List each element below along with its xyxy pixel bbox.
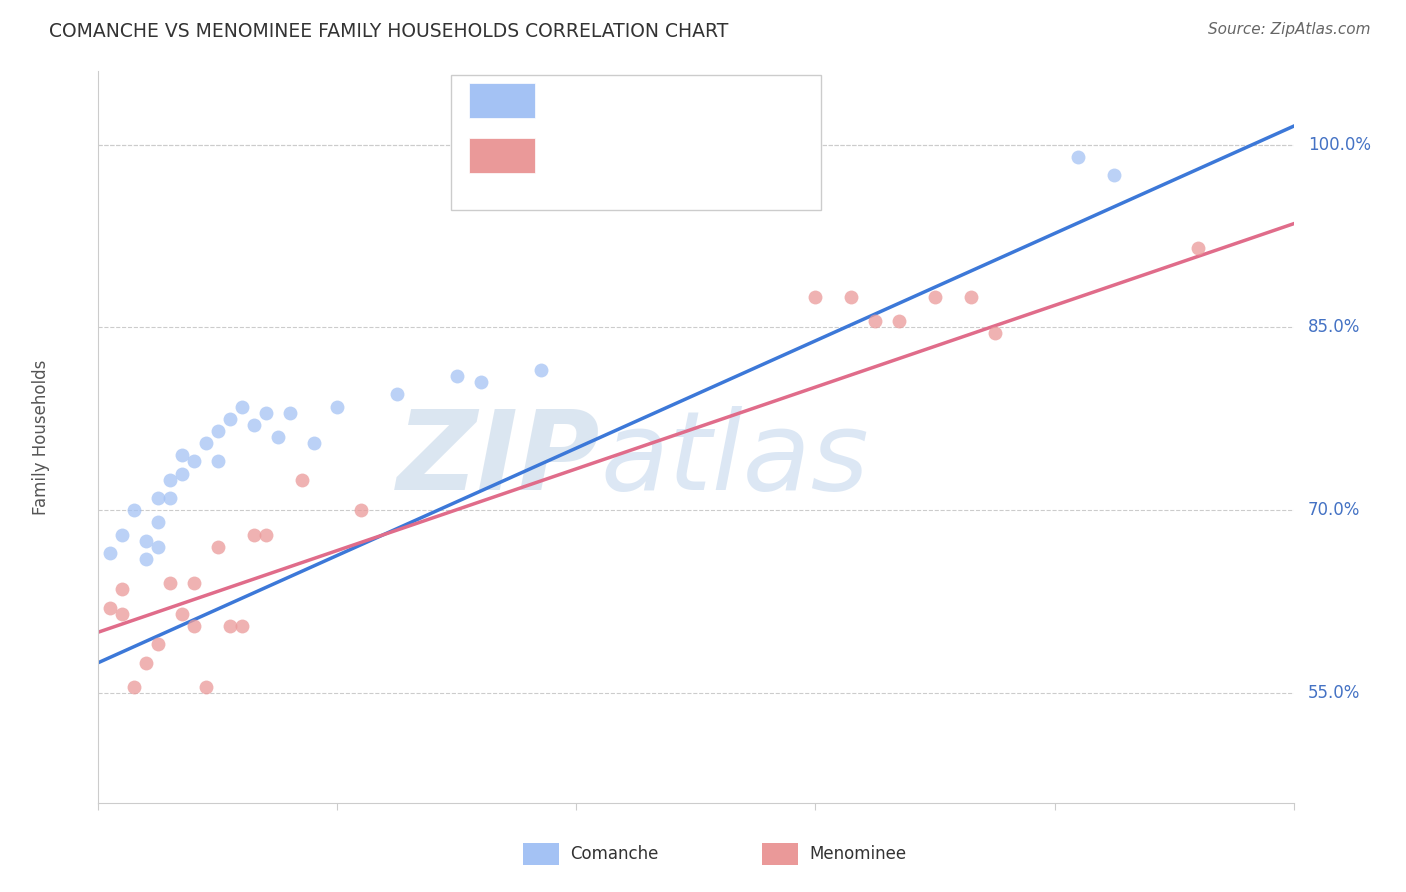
Point xyxy=(231,619,253,633)
Point xyxy=(148,491,170,505)
Text: 0.713: 0.713 xyxy=(610,88,666,106)
Point xyxy=(124,680,146,694)
Point xyxy=(148,637,170,651)
Text: 70.0%: 70.0% xyxy=(1308,501,1360,519)
Point xyxy=(291,473,314,487)
Point xyxy=(195,436,218,450)
Point xyxy=(183,576,205,591)
Point xyxy=(148,540,170,554)
Point xyxy=(172,449,194,463)
Point xyxy=(135,656,157,670)
Point xyxy=(231,400,253,414)
Point xyxy=(148,516,170,530)
Point xyxy=(889,314,911,328)
Point xyxy=(960,290,983,304)
Point xyxy=(207,454,229,468)
Text: 55.0%: 55.0% xyxy=(1308,684,1360,702)
Text: Menominee: Menominee xyxy=(810,845,907,863)
Point xyxy=(278,406,301,420)
Point xyxy=(841,290,863,304)
Bar xyxy=(470,138,534,173)
Point xyxy=(183,454,205,468)
Text: R =: R = xyxy=(553,88,592,106)
Text: Comanche: Comanche xyxy=(571,845,659,863)
Point xyxy=(243,527,266,541)
Point xyxy=(207,540,229,554)
Point xyxy=(111,582,134,597)
Point xyxy=(124,503,146,517)
Point xyxy=(111,527,134,541)
Text: ZIP: ZIP xyxy=(396,406,600,513)
Text: atlas: atlas xyxy=(600,406,869,513)
Point xyxy=(159,576,181,591)
Point xyxy=(98,546,122,560)
Point xyxy=(1187,241,1209,255)
Point xyxy=(470,376,492,390)
Text: N =: N = xyxy=(678,88,730,106)
Point xyxy=(1104,168,1126,182)
Point xyxy=(446,369,468,384)
Point xyxy=(243,417,266,432)
Point xyxy=(1067,150,1090,164)
Text: R =: R = xyxy=(553,143,592,161)
Text: 0.883: 0.883 xyxy=(610,143,666,161)
Point xyxy=(385,387,409,401)
Point xyxy=(302,436,325,450)
Point xyxy=(172,607,194,621)
Text: Family Households: Family Households xyxy=(32,359,51,515)
Bar xyxy=(523,843,558,865)
Point xyxy=(219,412,242,426)
Text: 85.0%: 85.0% xyxy=(1308,318,1360,336)
Point xyxy=(135,533,157,548)
Point xyxy=(183,619,205,633)
Bar xyxy=(762,843,797,865)
Point xyxy=(267,430,290,444)
Point xyxy=(135,552,157,566)
Point xyxy=(219,619,242,633)
FancyBboxPatch shape xyxy=(451,75,821,211)
Text: 26: 26 xyxy=(749,143,775,161)
Text: 30: 30 xyxy=(749,88,775,106)
Point xyxy=(159,473,181,487)
Point xyxy=(159,491,181,505)
Text: Source: ZipAtlas.com: Source: ZipAtlas.com xyxy=(1208,22,1371,37)
Point xyxy=(195,680,218,694)
Point xyxy=(207,424,229,438)
Point xyxy=(865,314,887,328)
Text: N =: N = xyxy=(678,143,730,161)
Point xyxy=(111,607,134,621)
Point xyxy=(924,290,946,304)
Point xyxy=(804,290,827,304)
Point xyxy=(254,406,277,420)
Point xyxy=(984,326,1007,341)
Text: COMANCHE VS MENOMINEE FAMILY HOUSEHOLDS CORRELATION CHART: COMANCHE VS MENOMINEE FAMILY HOUSEHOLDS … xyxy=(49,22,728,41)
Text: 100.0%: 100.0% xyxy=(1308,136,1371,153)
Point xyxy=(98,600,122,615)
Point xyxy=(254,527,277,541)
Bar xyxy=(470,83,534,118)
Point xyxy=(326,400,349,414)
Point xyxy=(530,363,553,377)
Point xyxy=(172,467,194,481)
Point xyxy=(350,503,373,517)
